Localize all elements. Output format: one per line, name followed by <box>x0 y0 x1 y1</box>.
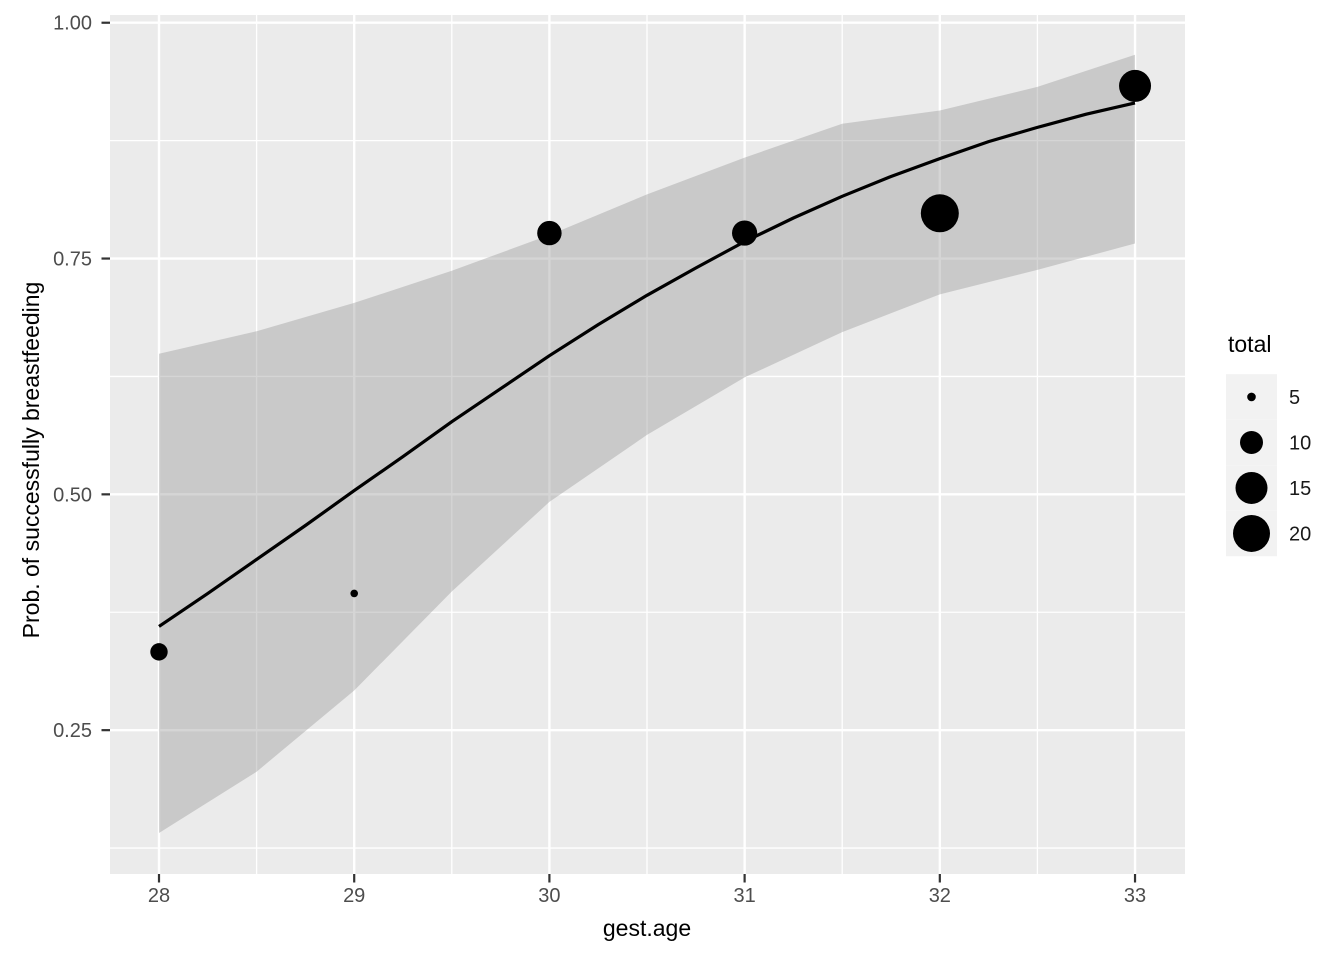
y-tick-label: 0.50 <box>53 484 92 506</box>
legend-label: 20 <box>1289 523 1311 545</box>
data-point <box>732 220 758 246</box>
legend-label: 15 <box>1289 478 1311 500</box>
legend-size-circle <box>1247 392 1256 402</box>
legend-label: 10 <box>1289 432 1311 454</box>
confidence-ribbon <box>159 54 1135 834</box>
x-tick-label: 28 <box>148 885 170 907</box>
x-axis-title: gest.age <box>603 915 691 941</box>
data-point <box>1119 69 1152 102</box>
x-tick-label: 31 <box>733 885 755 907</box>
data-point <box>920 194 959 233</box>
legend-size-circle <box>1240 430 1263 454</box>
y-tick-label: 0.25 <box>53 720 92 742</box>
data-point <box>150 643 168 661</box>
x-tick-label: 29 <box>343 885 365 907</box>
y-tick-label: 0.75 <box>53 249 92 271</box>
plot-layers: 28 29 30 31 32 33 0.25 0.50 0.75 1.00 5 10 15 20 <box>53 13 1311 907</box>
x-tick-label: 32 <box>929 885 951 907</box>
legend-size-circle <box>1233 514 1270 552</box>
legend-label: 5 <box>1289 387 1300 409</box>
data-point <box>537 220 562 246</box>
x-tick-label: 33 <box>1124 885 1146 907</box>
fit-line <box>158 101 1136 628</box>
legend-title: total <box>1228 331 1271 357</box>
y-tick-label: 1.00 <box>53 13 92 35</box>
y-axis-title: Prob. of successfully breastfeeding <box>18 282 44 639</box>
data-point <box>350 589 359 598</box>
x-tick-label: 30 <box>538 885 560 907</box>
legend-size-circle <box>1235 471 1268 504</box>
